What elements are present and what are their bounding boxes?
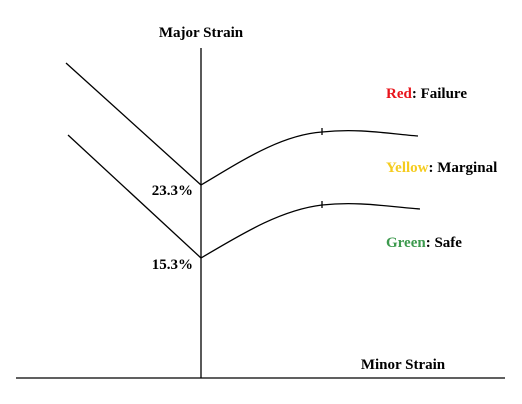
legend-item-safe: Green: Safe: [386, 235, 462, 252]
legend-swatch-yellow: Yellow: [386, 160, 429, 176]
failure-curve-value-label: 23.3%: [152, 183, 193, 199]
legend-swatch-green: Green: [386, 235, 426, 251]
minor-strain-axis-title: Minor Strain: [361, 357, 446, 373]
legend-meaning-safe: : Safe: [425, 235, 462, 251]
legend-item-failure: Red: Failure: [386, 86, 467, 103]
legend-item-marginal: Yellow: Marginal: [386, 160, 497, 177]
legend-meaning-marginal: : Marginal: [428, 160, 498, 176]
legend-swatch-red: Red: [386, 86, 412, 102]
failure-curve-left-branch: [65, 62, 202, 186]
safe-curve-value-label: 15.3%: [152, 257, 193, 273]
legend-meaning-failure: : Failure: [411, 86, 467, 102]
major-strain-axis-title: Major Strain: [159, 25, 244, 41]
safe-curve-left-branch: [67, 134, 202, 259]
